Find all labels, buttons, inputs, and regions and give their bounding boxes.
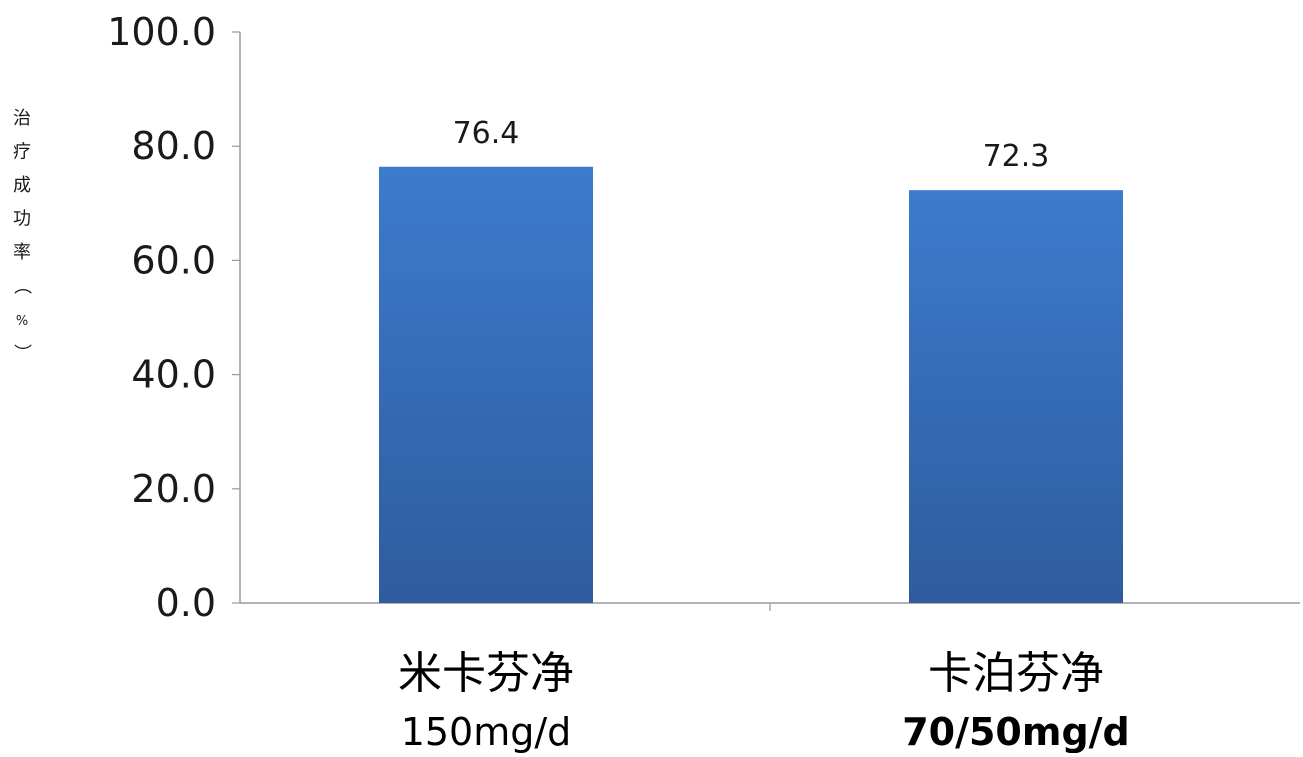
y-axis-ticks: 0.0 20.0 40.0 60.0 80.0 100.0 (107, 10, 240, 625)
y-axis-label-char: ） (11, 344, 32, 362)
data-labels: 76.4 72.3 (453, 116, 1050, 174)
category-dose-label: 150mg/d (401, 710, 572, 753)
y-axis-label-char: % (16, 314, 28, 329)
bars (379, 166, 1123, 604)
data-label: 72.3 (983, 139, 1050, 174)
y-axis-label-char: 成 (13, 175, 31, 196)
y-axis-label-char: 疗 (13, 142, 31, 163)
category-dose-label: 70/50mg/d (902, 710, 1130, 753)
category-label: 米卡芬净 (398, 648, 574, 699)
y-axis-label-char: （ (11, 277, 32, 295)
y-tick-label: 40.0 (131, 353, 216, 397)
y-tick-label: 0.0 (156, 581, 216, 625)
bar-2 (909, 190, 1123, 604)
y-tick-label: 80.0 (131, 124, 216, 168)
y-tick-label: 20.0 (131, 467, 216, 511)
y-axis-label-char: 率 (13, 242, 31, 263)
y-tick-label: 100.0 (107, 10, 216, 54)
category-label: 卡泊芬净 (928, 648, 1104, 699)
y-axis-label-char: 治 (13, 108, 31, 129)
category-labels: 米卡芬净 150mg/d 卡泊芬净 70/50mg/d (398, 648, 1130, 754)
y-axis-label-char: 功 (13, 209, 31, 230)
y-tick-label: 60.0 (131, 238, 216, 282)
data-label: 76.4 (453, 116, 520, 151)
bar-1 (379, 166, 593, 604)
